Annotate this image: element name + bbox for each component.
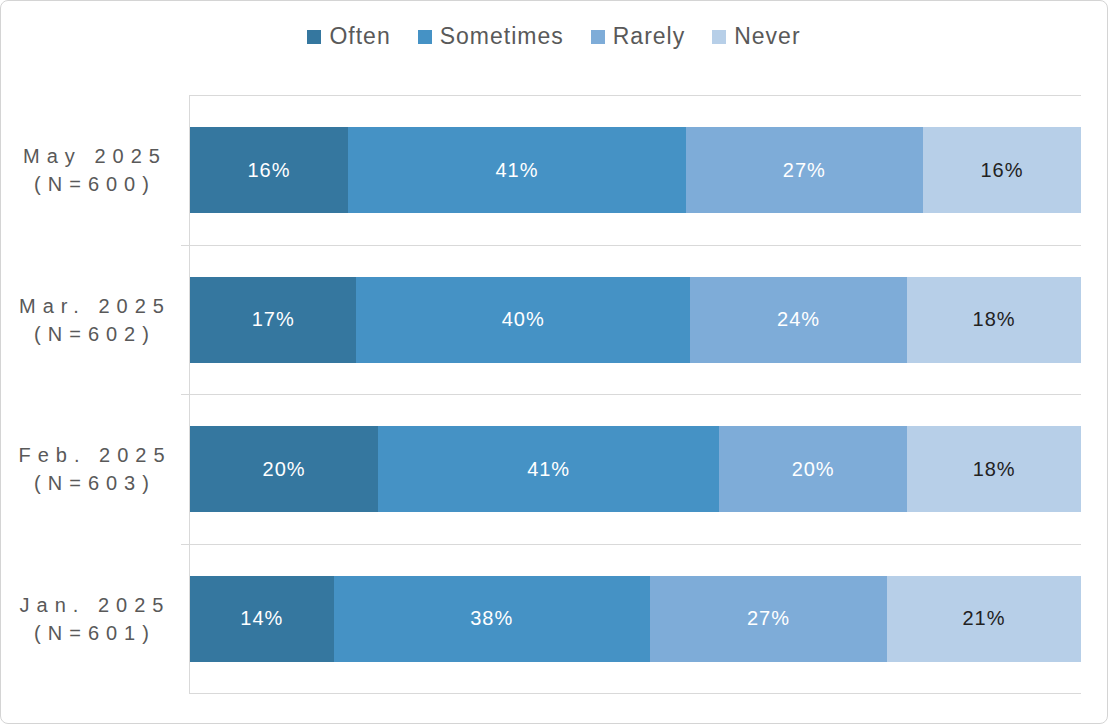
segment-value-label: 20% <box>792 458 835 481</box>
category-label-line1: Feb. 2025 <box>18 441 171 469</box>
category-label-jan-2025: Jan. 2025 (N=601) <box>1 544 189 694</box>
stacked-bar-jan-2025: 14% 38% 27% 21% <box>190 576 1081 662</box>
bar-segment-often: 16% <box>190 127 348 213</box>
category-label-line2: (N=602) <box>34 320 156 348</box>
legend-item-never: Never <box>712 23 800 50</box>
legend-item-rarely: Rarely <box>591 23 685 50</box>
segment-value-label: 16% <box>248 159 291 182</box>
category-band-jan-2025: 14% 38% 27% 21% <box>190 544 1081 694</box>
category-label-may-2025: May 2025 (N=600) <box>1 95 189 245</box>
bar-segment-often: 20% <box>190 426 378 512</box>
bar-segment-rarely: 20% <box>719 426 907 512</box>
category-label-line1: Mar. 2025 <box>19 292 171 320</box>
bar-segment-often: 17% <box>190 277 356 363</box>
segment-value-label: 21% <box>962 607 1005 630</box>
stacked-bar-may-2025: 16% 41% 27% 16% <box>190 127 1081 213</box>
chart-card: Often Sometimes Rarely Never May 2025 (N… <box>0 0 1108 724</box>
category-label-line1: Jan. 2025 <box>20 591 171 619</box>
segment-value-label: 38% <box>470 607 513 630</box>
stacked-bar-feb-2025: 20% 41% 20% 18% <box>190 426 1081 512</box>
bar-segment-never: 16% <box>923 127 1081 213</box>
legend-item-sometimes: Sometimes <box>418 23 564 50</box>
legend-label-never: Never <box>734 23 800 50</box>
segment-value-label: 18% <box>973 308 1016 331</box>
category-axis: May 2025 (N=600) Mar. 2025 (N=602) Feb. … <box>1 95 189 694</box>
segment-value-label: 41% <box>495 159 538 182</box>
legend-swatch-never-icon <box>712 30 726 44</box>
segment-value-label: 18% <box>973 458 1016 481</box>
bar-segment-sometimes: 41% <box>378 426 719 512</box>
bar-segment-rarely: 27% <box>686 127 923 213</box>
bar-segment-often: 14% <box>190 576 334 662</box>
bar-segment-rarely: 27% <box>650 576 887 662</box>
legend-label-often: Often <box>329 23 390 50</box>
segment-value-label: 41% <box>527 458 570 481</box>
bar-segment-rarely: 24% <box>690 277 907 363</box>
category-label-line2: (N=603) <box>34 469 156 497</box>
bar-segment-never: 18% <box>907 277 1081 363</box>
category-label-mar-2025: Mar. 2025 (N=602) <box>1 245 189 395</box>
chart-legend: Often Sometimes Rarely Never <box>1 23 1107 50</box>
bar-segment-sometimes: 40% <box>356 277 689 363</box>
category-band-feb-2025: 20% 41% 20% 18% <box>190 394 1081 544</box>
segment-value-label: 17% <box>252 308 295 331</box>
category-label-line2: (N=600) <box>34 170 156 198</box>
bar-segment-never: 18% <box>907 426 1081 512</box>
bar-segment-never: 21% <box>887 576 1081 662</box>
plot-grid: 16% 41% 27% 16% 17% <box>189 95 1081 694</box>
segment-value-label: 14% <box>240 607 283 630</box>
category-label-line2: (N=601) <box>34 619 156 647</box>
category-label-line1: May 2025 <box>23 142 167 170</box>
legend-swatch-rarely-icon <box>591 30 605 44</box>
segment-value-label: 16% <box>980 159 1023 182</box>
bar-segment-sometimes: 38% <box>334 576 650 662</box>
category-band-mar-2025: 17% 40% 24% 18% <box>190 245 1081 395</box>
segment-value-label: 24% <box>777 308 820 331</box>
legend-swatch-often-icon <box>307 30 321 44</box>
segment-value-label: 40% <box>502 308 545 331</box>
legend-label-rarely: Rarely <box>613 23 685 50</box>
legend-swatch-sometimes-icon <box>418 30 432 44</box>
segment-value-label: 27% <box>783 159 826 182</box>
segment-value-label: 27% <box>747 607 790 630</box>
category-label-feb-2025: Feb. 2025 (N=603) <box>1 395 189 545</box>
stacked-bar-mar-2025: 17% 40% 24% 18% <box>190 277 1081 363</box>
segment-value-label: 20% <box>263 458 306 481</box>
legend-item-often: Often <box>307 23 390 50</box>
category-band-may-2025: 16% 41% 27% 16% <box>190 96 1081 245</box>
chart-plot-area: May 2025 (N=600) Mar. 2025 (N=602) Feb. … <box>1 95 1081 694</box>
bar-segment-sometimes: 41% <box>348 127 686 213</box>
legend-label-sometimes: Sometimes <box>440 23 564 50</box>
